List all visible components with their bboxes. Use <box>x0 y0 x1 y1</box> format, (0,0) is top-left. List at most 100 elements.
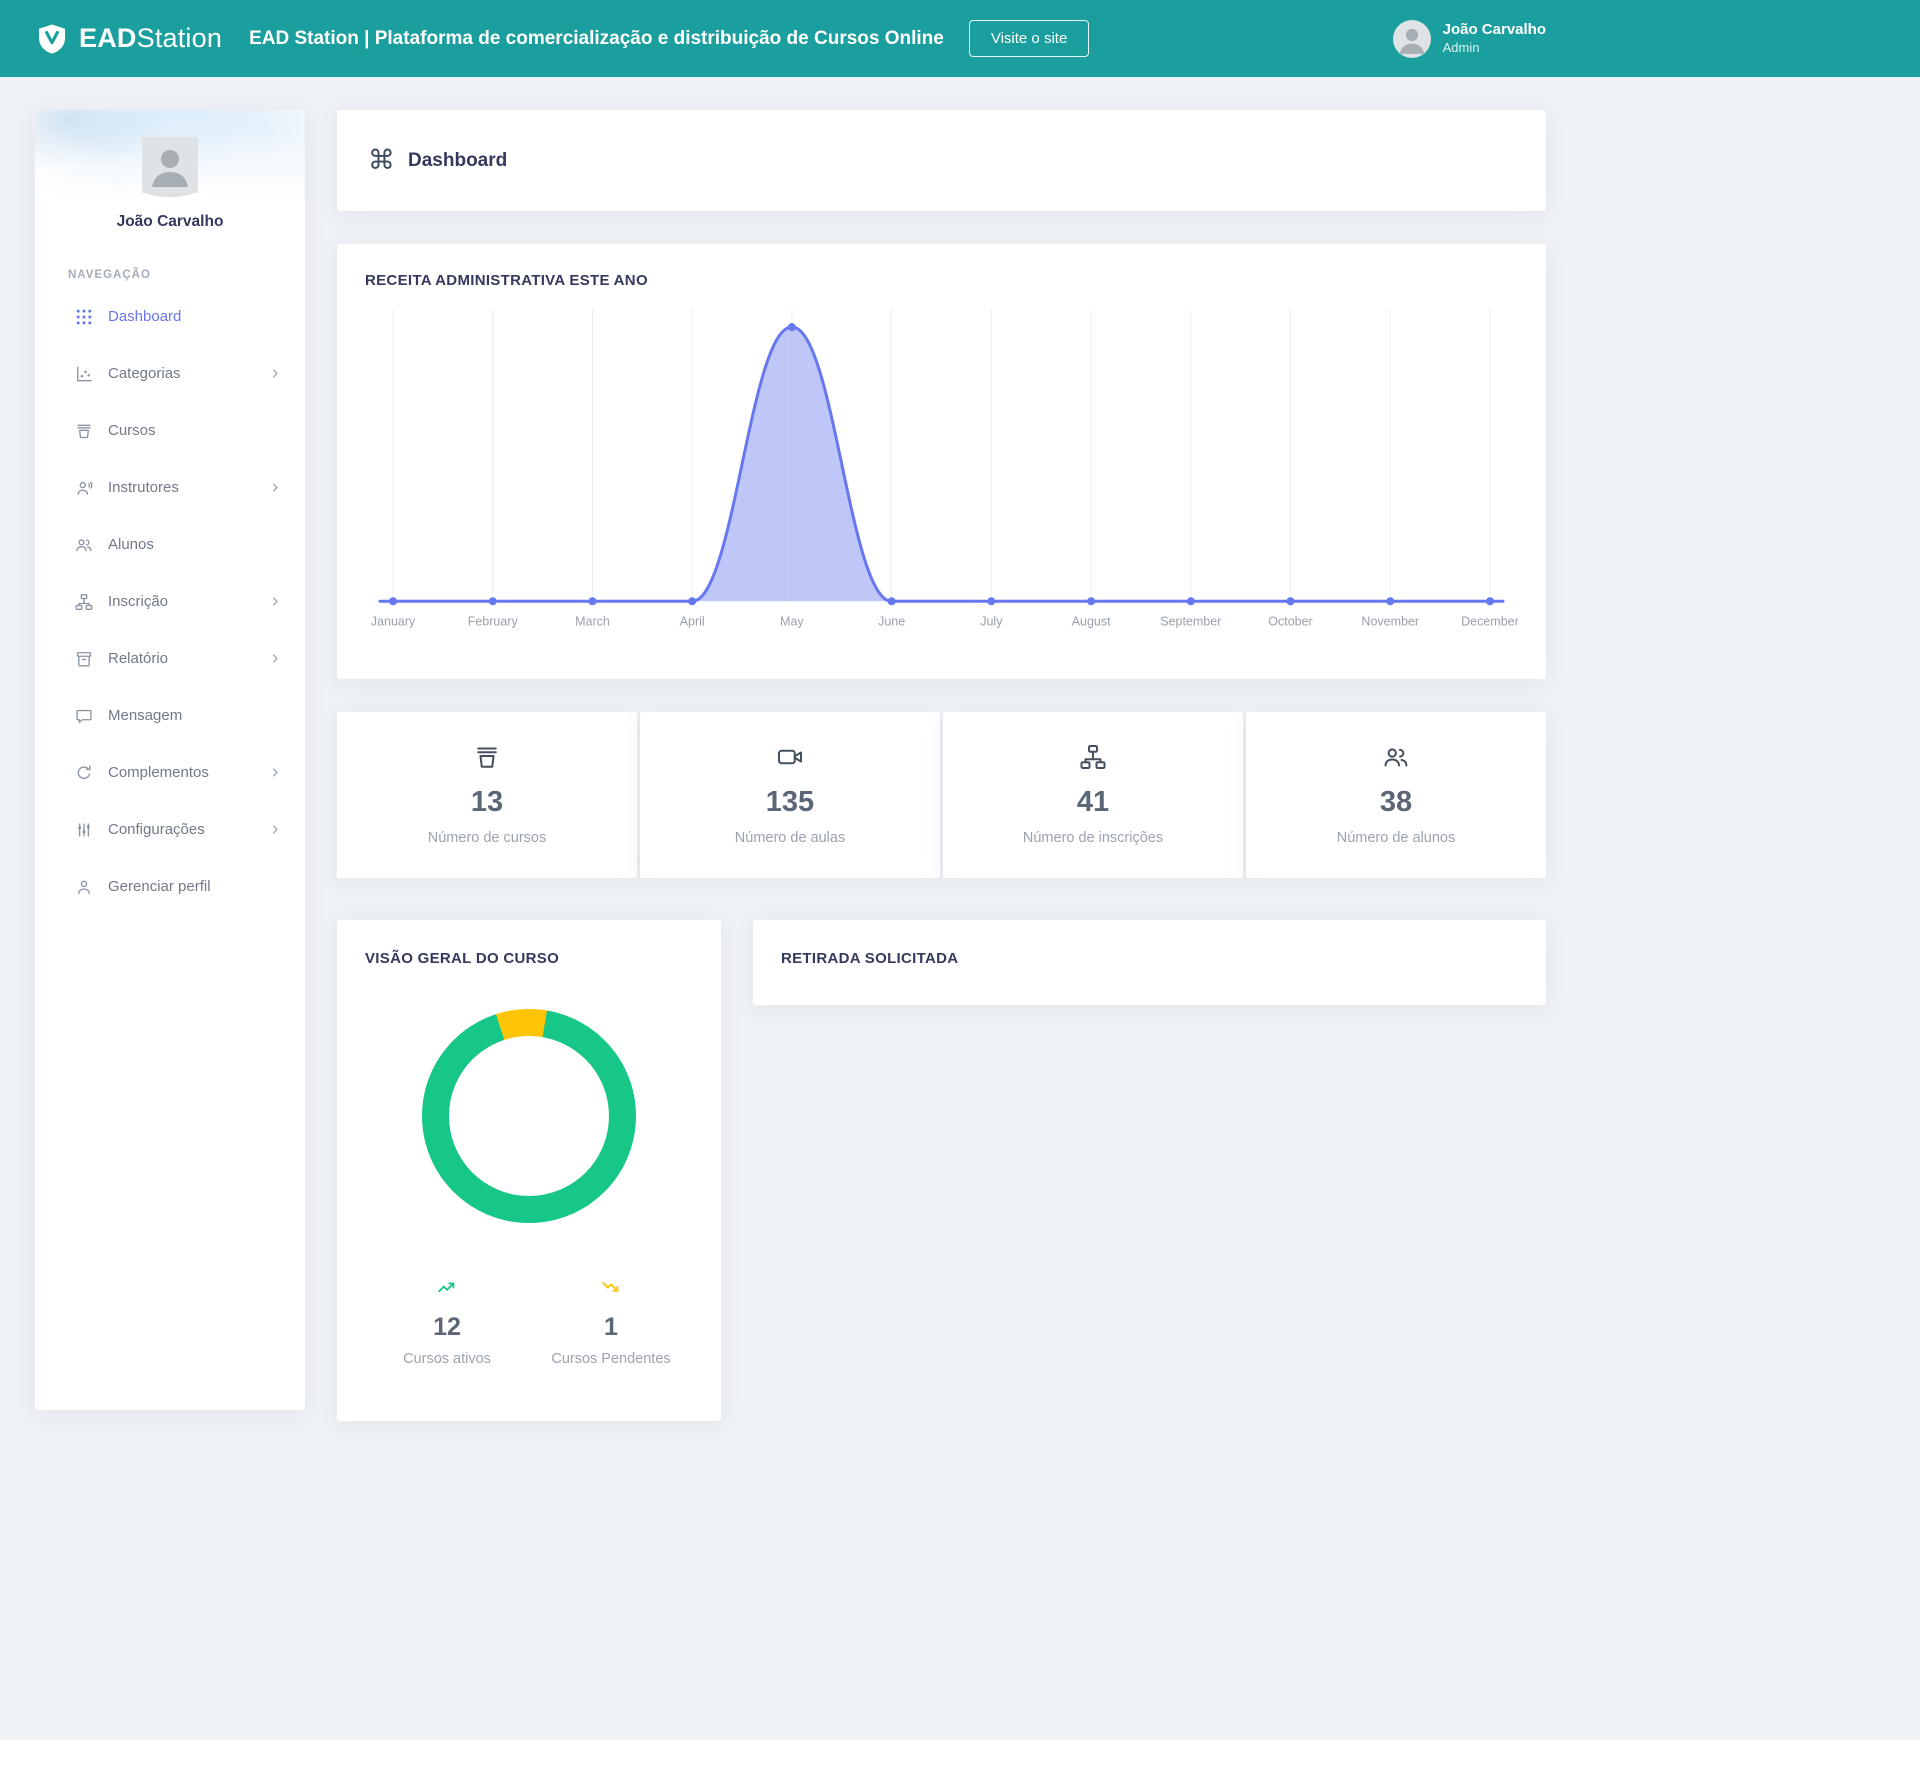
svg-text:November: November <box>1361 614 1419 628</box>
revenue-card-title: RECEITA ADMINISTRATIVA ESTE ANO <box>365 272 648 289</box>
sidebar-item-dashboard[interactable]: Dashboard <box>35 288 305 345</box>
sidebar-user-name: João Carvalho <box>116 213 224 230</box>
pending-courses-label: Cursos Pendentes <box>551 1351 671 1368</box>
stat-value: 38 <box>1379 786 1413 819</box>
svg-text:August: August <box>1072 614 1111 628</box>
visit-site-button[interactable]: Visite o site <box>968 20 1090 57</box>
stat-value: 41 <box>1076 786 1110 819</box>
user-avatar <box>1392 19 1431 58</box>
video-icon <box>650 742 930 772</box>
sidebar-item-complementos[interactable]: Complementos <box>35 744 305 801</box>
svg-text:January: January <box>371 614 416 628</box>
trend-down-icon <box>600 1277 622 1299</box>
page-header-card: ⌘ Dashboard <box>337 110 1546 211</box>
nav-section-label: NAVEGAÇÃO <box>68 269 151 281</box>
chevron-right-icon <box>268 822 283 837</box>
course-overview-card: VISÃO GERAL DO CURSO 12 Cursos ativos 1 … <box>337 920 721 1422</box>
header-title: EAD Station | Plataforma de comercializa… <box>249 27 944 49</box>
sidebar-item-label: Inscrição <box>108 593 169 610</box>
revenue-area-chart: January February March April May June July Augu… <box>371 309 1518 628</box>
command-icon: ⌘ <box>368 145 395 175</box>
svg-text:April: April <box>680 614 705 628</box>
courses-icon <box>74 421 94 441</box>
sidebar-item-label: Relatório <box>108 650 169 667</box>
stat-label: Número de aulas <box>734 830 846 847</box>
addons-icon <box>74 763 94 783</box>
sidebar-item-categorias[interactable]: Categorias <box>35 345 305 402</box>
stat-value: 135 <box>765 786 815 819</box>
svg-text:June: June <box>878 614 905 628</box>
sidebar-item-label: Categorias <box>108 365 181 382</box>
sidebar-item-instrutores[interactable]: Instrutores <box>35 459 305 516</box>
brand-name: EADStation <box>79 23 223 53</box>
profile-icon <box>74 877 94 897</box>
sidebar-item-label: Gerenciar perfil <box>108 878 211 895</box>
sidebar-item-relatorio[interactable]: Relatório <box>35 630 305 687</box>
sidebar-item-label: Dashboard <box>108 308 182 325</box>
svg-text:July: July <box>980 614 1003 628</box>
app-header: EADStation EAD Station | Plataforma de c… <box>0 0 1920 77</box>
grid-icon <box>74 307 94 327</box>
settings-icon <box>74 820 94 840</box>
trend-up-icon <box>436 1277 458 1299</box>
stat-card-1: 135 Número de aulas <box>640 712 940 879</box>
sidebar-item-alunos[interactable]: Alunos <box>35 516 305 573</box>
pending-courses-stat: 1 Cursos Pendentes <box>529 1277 693 1367</box>
sidebar-item-inscricao[interactable]: Inscrição <box>35 573 305 630</box>
header-user-name: João Carvalho <box>1442 21 1546 38</box>
course-overview-title: VISÃO GERAL DO CURSO <box>365 950 560 968</box>
active-courses-stat: 12 Cursos ativos <box>365 1277 529 1367</box>
stat-label: Número de inscrições <box>1022 830 1164 847</box>
instructor-icon <box>74 478 94 498</box>
sidebar-item-cursos[interactable]: Cursos <box>35 402 305 459</box>
sitemap-icon <box>74 592 94 612</box>
sidebar-item-label: Complementos <box>108 764 209 781</box>
stat-label: Número de cursos <box>427 830 547 847</box>
active-courses-label: Cursos ativos <box>403 1351 491 1368</box>
sitemap-icon <box>953 742 1233 772</box>
svg-text:October: October <box>1268 614 1312 628</box>
svg-text:December: December <box>1461 614 1518 628</box>
sidebar-item-label: Configurações <box>108 821 205 838</box>
sidebar-item-label: Instrutores <box>108 479 179 496</box>
stat-card-0: 13 Número de cursos <box>337 712 637 879</box>
withdraw-requested-card: RETIRADA SOLICITADA <box>753 920 1546 1006</box>
chevron-right-icon <box>268 765 283 780</box>
svg-text:September: September <box>1160 614 1221 628</box>
svg-text:May: May <box>780 614 804 628</box>
sidebar-item-mensagem[interactable]: Mensagem <box>35 687 305 744</box>
svg-text:February: February <box>468 614 519 628</box>
revenue-card: RECEITA ADMINISTRATIVA ESTE ANO January F… <box>337 244 1546 680</box>
students-icon <box>74 535 94 555</box>
sidebar-item-label: Cursos <box>108 422 156 439</box>
sidebar-item-gerenciar-perfil[interactable]: Gerenciar perfil <box>35 858 305 915</box>
message-icon <box>74 706 94 726</box>
withdraw-requested-title: RETIRADA SOLICITADA <box>781 950 959 968</box>
main-content: ⌘ Dashboard RECEITA ADMINISTRATIVA ESTE … <box>337 110 1546 1422</box>
chevron-right-icon <box>268 651 283 666</box>
report-icon <box>74 649 94 669</box>
footer <box>0 1740 1920 1778</box>
sidebar-item-configuracoes[interactable]: Configurações <box>35 801 305 858</box>
course-overview-donut <box>422 1009 636 1224</box>
sidebar: João Carvalho NAVEGAÇÃO Dashboard Categor… <box>35 110 305 1410</box>
stat-value: 13 <box>470 786 504 819</box>
stat-card-3: 38 Número de alunos <box>1246 712 1546 879</box>
students-icon <box>1256 742 1536 772</box>
stat-card-2: 41 Número de inscrições <box>943 712 1243 879</box>
sidebar-user-avatar <box>142 137 198 197</box>
header-user-role: Admin <box>1442 39 1480 55</box>
sidebar-nav: Dashboard Categorias Cursos Instrutores Alun… <box>35 288 305 915</box>
courses-icon <box>347 742 627 772</box>
pending-courses-value: 1 <box>604 1313 618 1342</box>
shield-logo-icon <box>35 22 69 56</box>
stat-label: Número de alunos <box>1336 830 1456 847</box>
active-courses-value: 12 <box>433 1313 461 1342</box>
brand-logo[interactable]: EADStation <box>35 22 222 56</box>
header-user-menu[interactable]: João Carvalho Admin <box>1392 19 1546 58</box>
sidebar-item-label: Mensagem <box>108 707 183 724</box>
category-chart-icon <box>74 364 94 384</box>
svg-text:March: March <box>575 614 610 628</box>
sidebar-item-label: Alunos <box>108 536 154 553</box>
chevron-right-icon <box>268 366 283 381</box>
